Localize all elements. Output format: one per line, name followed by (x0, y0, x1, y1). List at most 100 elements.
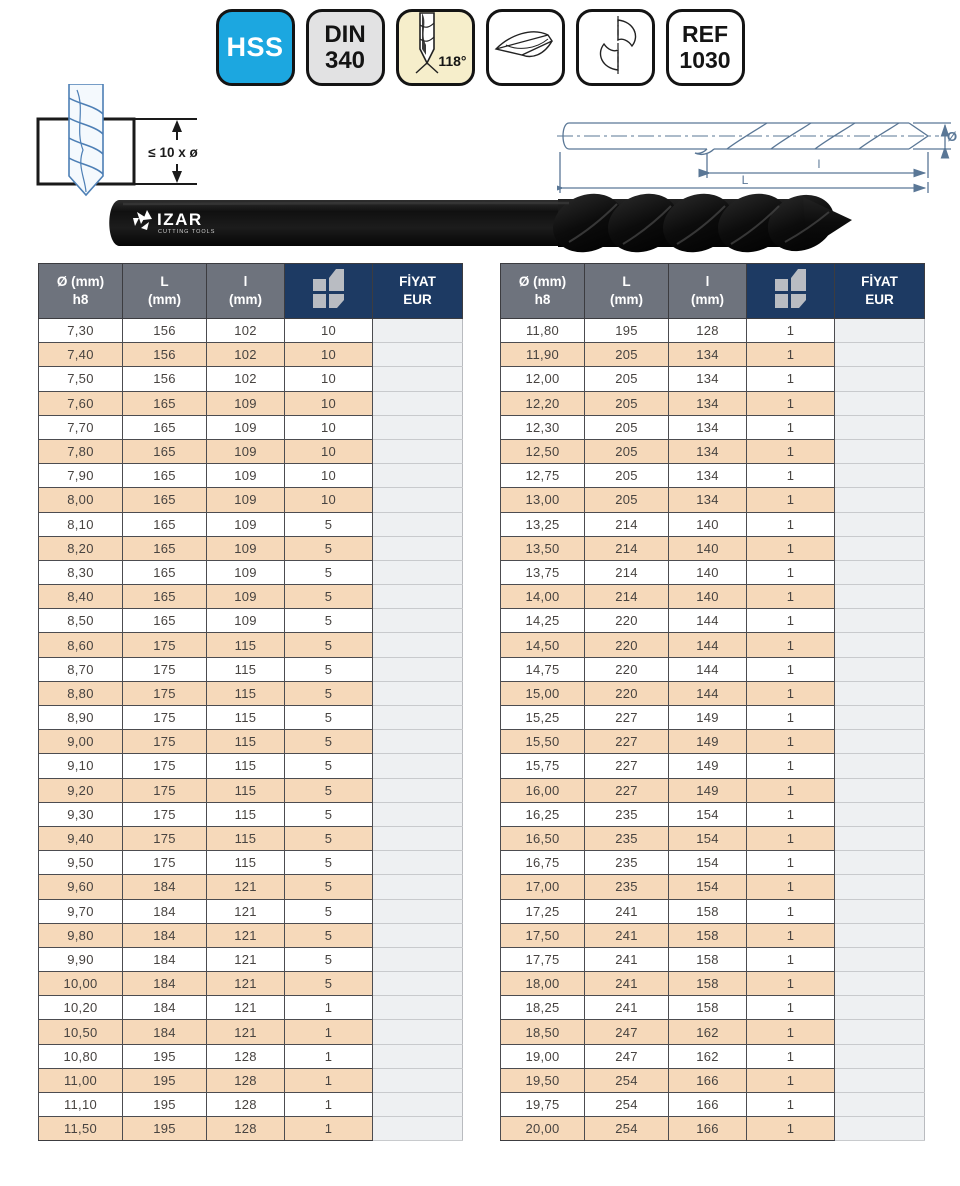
total-length-cell: 165 (122, 608, 207, 634)
price-cell (834, 898, 925, 924)
ref-line2: 1030 (679, 46, 731, 73)
total-length-cell: 175 (122, 777, 207, 803)
total-length-cell: 165 (122, 584, 207, 610)
price-cell (834, 1067, 925, 1094)
table-row: 8,00 165 109 10 (38, 487, 463, 513)
diameter-cell: 10,50 (38, 1019, 123, 1045)
pack-qty-cell: 1 (746, 850, 835, 876)
price-cell (372, 632, 463, 658)
pack-qty-cell: 5 (284, 511, 373, 537)
price-cell (372, 995, 463, 1021)
price-cell (834, 850, 925, 876)
price-cell (834, 535, 925, 561)
diameter-cell: 7,90 (38, 463, 123, 489)
flute-length-cell: 121 (206, 1019, 285, 1045)
shank-length-illustration: ≤ 10 x ø (25, 83, 210, 203)
price-cell (834, 1043, 925, 1069)
drill-point-view-badge (485, 9, 565, 86)
flute-length-cell: 166 (668, 1116, 747, 1142)
pack-qty-cell: 1 (746, 366, 835, 392)
diameter-cell: 18,00 (500, 971, 585, 997)
total-length-cell: 241 (584, 898, 669, 924)
table-row: 18,00 241 158 1 (500, 971, 925, 997)
pack-qty-cell: 5 (284, 850, 373, 876)
table-row: 9,10 175 115 5 (38, 753, 463, 779)
pack-qty-cell: 5 (284, 898, 373, 924)
pack-qty-cell: 5 (284, 584, 373, 610)
flute-length-cell: 109 (206, 511, 285, 537)
total-length-cell: 156 (122, 317, 207, 344)
pack-qty-cell: 1 (284, 1043, 373, 1069)
pack-qty-cell: 5 (284, 729, 373, 755)
diameter-cell: 7,60 (38, 390, 123, 416)
flute-length-cell: 144 (668, 680, 747, 707)
izar-star-icon (133, 210, 152, 230)
diameter-cell: 14,00 (500, 584, 585, 610)
size-table-right: Ø (mm) h8 L (mm) l (mm) (500, 263, 925, 1142)
diameter-cell: 14,75 (500, 656, 585, 682)
price-cell (834, 801, 925, 827)
flute-length-cell: 166 (668, 1091, 747, 1118)
brand-subtitle: CUTTING TOOLS (158, 229, 215, 235)
pack-qty-cell: 5 (284, 608, 373, 634)
pack-qty-cell: 5 (284, 777, 373, 803)
col-header-flute-length: l (mm) (668, 263, 747, 319)
diameter-cell: 16,75 (500, 850, 585, 876)
table-row: 15,25 227 149 1 (500, 704, 925, 731)
flute-length-cell: 140 (668, 535, 747, 561)
pack-qty-cell: 1 (746, 342, 835, 368)
price-cell (372, 342, 463, 368)
price-cell (372, 414, 463, 440)
diameter-cell: 13,75 (500, 559, 585, 586)
diameter-cell: 9,70 (38, 898, 123, 924)
flute-length-dim-label: l (818, 157, 821, 171)
total-length-cell: 241 (584, 922, 669, 948)
total-length-cell: 247 (584, 1043, 669, 1069)
pack-qty-cell: 10 (284, 463, 373, 489)
diameter-cell: 11,80 (500, 317, 585, 344)
flute-length-cell: 158 (668, 995, 747, 1021)
pack-qty-cell: 10 (284, 487, 373, 513)
pack-qty-cell: 1 (746, 487, 835, 513)
pack-qty-cell: 10 (284, 390, 373, 416)
pack-qty-cell: 1 (746, 1019, 835, 1045)
total-length-cell: 195 (122, 1043, 207, 1069)
price-cell (834, 390, 925, 416)
price-cell (372, 656, 463, 682)
price-cell (834, 1019, 925, 1045)
price-cell (372, 946, 463, 973)
price-cell (834, 680, 925, 707)
pack-qty-cell: 1 (746, 511, 835, 537)
diameter-cell: 12,50 (500, 438, 585, 465)
price-cell (372, 753, 463, 779)
header-row: Ø (mm) h8 L (mm) l (mm) (38, 263, 463, 319)
price-cell (372, 438, 463, 465)
table-row: 19,50 254 166 1 (500, 1067, 925, 1094)
table-row: 7,40 156 102 10 (38, 342, 463, 368)
total-length-cell: 165 (122, 535, 207, 561)
diameter-cell: 13,50 (500, 535, 585, 561)
total-length-cell: 175 (122, 729, 207, 755)
diameter-cell: 12,00 (500, 366, 585, 392)
pack-qty-cell: 10 (284, 366, 373, 392)
pack-qty-cell: 1 (746, 1116, 835, 1142)
flute-length-cell: 128 (206, 1116, 285, 1142)
diameter-cell: 9,30 (38, 801, 123, 827)
drill-shank (109, 200, 573, 246)
diameter-cell: 8,80 (38, 680, 123, 707)
pack-qty-cell: 1 (746, 898, 835, 924)
flute-length-cell: 109 (206, 487, 285, 513)
point-angle-label: 118° (438, 53, 467, 69)
pack-qty-cell: 1 (284, 995, 373, 1021)
diameter-cell: 17,75 (500, 946, 585, 973)
table-row: 9,20 175 115 5 (38, 777, 463, 803)
pack-qty-cell: 1 (746, 584, 835, 610)
diameter-cell: 17,00 (500, 874, 585, 900)
flute-length-cell: 121 (206, 874, 285, 900)
table-row: 19,00 247 162 1 (500, 1043, 925, 1069)
price-cell (834, 632, 925, 658)
table-row: 12,20 205 134 1 (500, 390, 925, 416)
table-row: 10,00 184 121 5 (38, 971, 463, 997)
total-length-dim-label: L (742, 173, 749, 187)
total-length-cell: 241 (584, 971, 669, 997)
